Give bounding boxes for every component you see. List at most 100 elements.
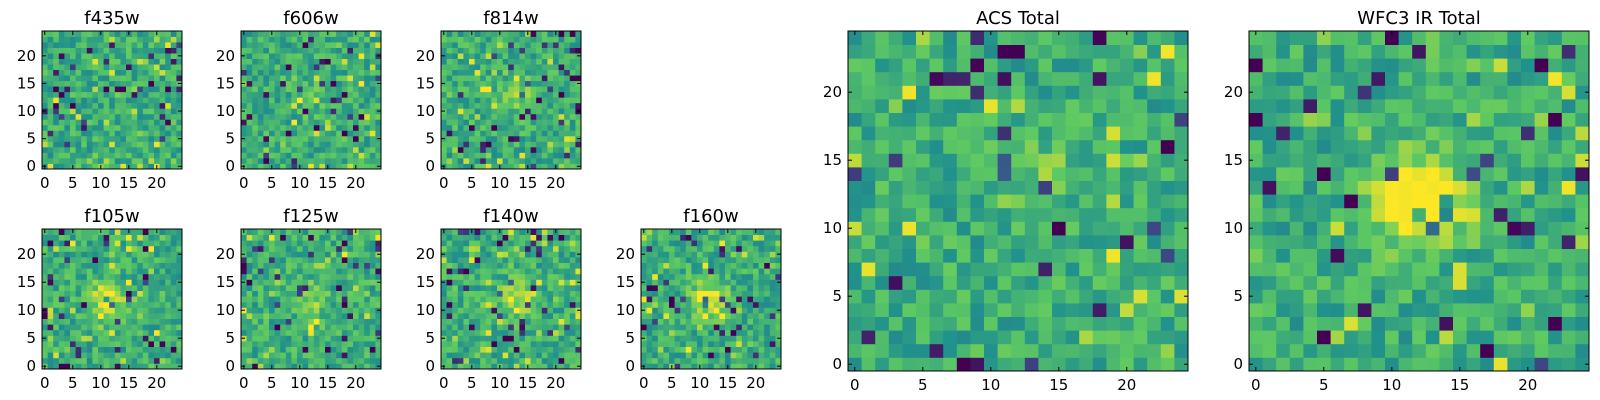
heatmap-cell bbox=[916, 343, 930, 358]
heatmap-cell bbox=[64, 251, 71, 258]
heatmap-cell bbox=[246, 75, 253, 82]
heatmap-cell bbox=[137, 102, 144, 109]
heatmap-cell bbox=[353, 290, 359, 297]
heatmap-cell bbox=[525, 64, 531, 71]
heatmap-cell bbox=[474, 313, 481, 319]
heatmap-cell bbox=[485, 69, 492, 76]
heatmap-cell bbox=[457, 357, 464, 364]
heatmap-cell bbox=[64, 346, 71, 353]
heatmap-cell bbox=[103, 86, 110, 93]
heatmap-cell bbox=[525, 69, 531, 76]
heatmap-cell bbox=[736, 324, 743, 331]
heatmap-cell bbox=[502, 262, 509, 269]
heatmap-cell bbox=[547, 42, 554, 48]
x-tick-label: 10 bbox=[91, 174, 110, 192]
heatmap-cell bbox=[680, 335, 687, 342]
heatmap-cell bbox=[569, 69, 576, 76]
heatmap-cell bbox=[508, 119, 515, 126]
heatmap-cell bbox=[170, 91, 177, 98]
heatmap-cell bbox=[1052, 180, 1066, 195]
heatmap-cell bbox=[70, 86, 76, 93]
heatmap-cell bbox=[148, 108, 155, 115]
heatmap-cell bbox=[508, 58, 515, 65]
heatmap-cell bbox=[176, 262, 183, 269]
heatmap-cell bbox=[319, 36, 326, 43]
heatmap-cell bbox=[252, 31, 259, 37]
heatmap-cell bbox=[680, 251, 687, 258]
heatmap-cell bbox=[702, 352, 709, 359]
heatmap-cell bbox=[375, 141, 382, 148]
heatmap-cell bbox=[1120, 330, 1134, 345]
heatmap-cell bbox=[1174, 221, 1189, 236]
heatmap-cell bbox=[159, 91, 166, 98]
heatmap-cell bbox=[747, 229, 754, 235]
heatmap-cell bbox=[564, 102, 571, 109]
heatmap-cell bbox=[736, 301, 743, 308]
heatmap-cell bbox=[457, 157, 464, 164]
heatmap-cell bbox=[246, 124, 253, 131]
heatmap-cell bbox=[75, 124, 82, 131]
heatmap-cell bbox=[463, 135, 470, 142]
heatmap-cell bbox=[513, 91, 520, 98]
heatmap-cell bbox=[325, 318, 331, 325]
heatmap-cell bbox=[452, 86, 459, 93]
heatmap-cell bbox=[330, 357, 337, 364]
heatmap-cell bbox=[641, 346, 647, 353]
heatmap-cell bbox=[336, 229, 343, 235]
heatmap-cell bbox=[508, 75, 515, 82]
heatmap-cell bbox=[669, 273, 675, 280]
heatmap-cell bbox=[497, 279, 503, 286]
heatmap-cell bbox=[575, 113, 582, 120]
heatmap-cell bbox=[263, 363, 270, 370]
heatmap-cell bbox=[652, 245, 659, 252]
heatmap-cell bbox=[92, 113, 99, 120]
heatmap-cell bbox=[375, 296, 382, 303]
x-tick-label: 5 bbox=[467, 174, 477, 192]
heatmap-cell bbox=[313, 135, 320, 142]
heatmap-cell bbox=[463, 80, 470, 87]
heatmap-cell bbox=[341, 119, 348, 126]
heatmap-cell bbox=[848, 303, 862, 317]
heatmap-cell bbox=[513, 119, 520, 126]
heatmap-cell bbox=[875, 153, 890, 168]
heatmap-cell bbox=[457, 80, 464, 87]
heatmap-cell bbox=[126, 36, 132, 43]
heatmap-cell bbox=[358, 279, 365, 286]
heatmap-cell bbox=[719, 335, 726, 342]
heatmap-cell bbox=[70, 146, 76, 153]
heatmap-cell bbox=[336, 240, 343, 247]
heatmap-cell bbox=[491, 75, 498, 82]
heatmap-cell bbox=[47, 102, 54, 109]
heatmap-cell bbox=[575, 341, 582, 347]
heatmap-cell bbox=[126, 313, 132, 319]
heatmap-cell bbox=[691, 273, 698, 280]
heatmap-cell bbox=[652, 229, 659, 235]
heatmap-cell bbox=[452, 285, 459, 291]
heatmap-cell bbox=[369, 329, 376, 336]
heatmap-cell bbox=[691, 307, 698, 314]
heatmap-cell bbox=[575, 318, 582, 325]
heatmap-cell bbox=[246, 313, 253, 319]
heatmap-cell bbox=[263, 31, 270, 37]
heatmap-cell bbox=[525, 301, 531, 308]
heatmap-cell bbox=[159, 313, 166, 319]
heatmap-cell bbox=[491, 91, 498, 98]
heatmap-cell bbox=[848, 343, 862, 358]
heatmap-cell bbox=[513, 102, 520, 109]
heatmap-cell bbox=[491, 363, 498, 370]
heatmap-cell bbox=[558, 130, 565, 137]
heatmap-cell bbox=[252, 108, 259, 115]
heatmap-cell bbox=[441, 119, 447, 126]
heatmap-cell bbox=[375, 290, 382, 297]
heatmap-cell bbox=[713, 268, 720, 275]
heatmap-cell bbox=[564, 130, 571, 137]
heatmap-cell bbox=[541, 152, 548, 159]
heatmap-cell bbox=[126, 279, 132, 286]
heatmap-cell bbox=[525, 352, 531, 359]
heatmap-cell bbox=[564, 163, 571, 170]
heatmap-cell bbox=[75, 152, 82, 159]
heatmap-cell bbox=[519, 47, 526, 54]
heatmap-cell bbox=[446, 318, 453, 325]
heatmap-cell bbox=[313, 69, 320, 76]
heatmap-cell bbox=[508, 301, 515, 308]
